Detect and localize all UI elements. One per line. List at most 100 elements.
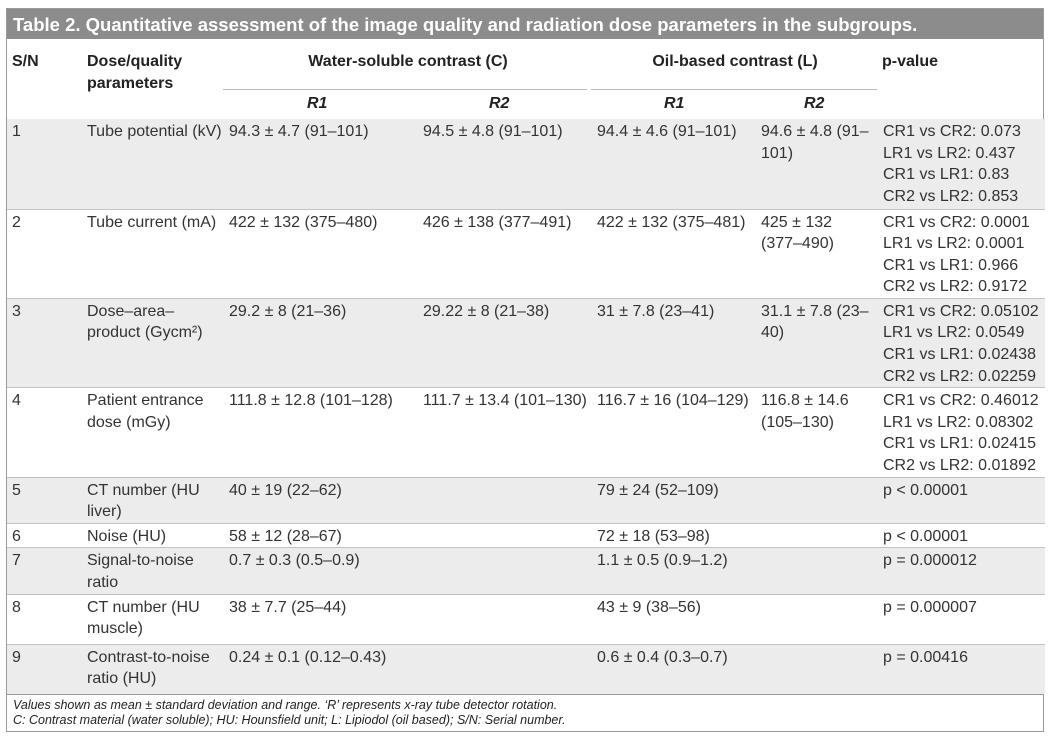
header-c-r1: R1	[307, 95, 328, 112]
pvalue-line: p = 0.000012	[883, 552, 977, 570]
header-rule-oil	[591, 89, 877, 90]
cell-l-r1: 43 ± 9 (38–56)	[591, 593, 755, 645]
cell-l-r1: 94.4 ± 4.6 (91–101)	[591, 119, 755, 209]
cell-l-r2: 31.1 ± 7.8 (23–40)	[755, 297, 877, 388]
header-water: Water-soluble contrast (C)	[308, 53, 508, 70]
pvalue-line: CR1 vs LR1: 0.83	[883, 166, 1010, 184]
cell-param: Tube current (mA)	[81, 208, 223, 299]
pvalue-line: CR2 vs LR2: 0.9172	[883, 278, 1028, 296]
cell-sn: 8	[7, 593, 81, 645]
cell-sn: 3	[7, 297, 81, 388]
cell-param: Patient entrance dose (mGy)	[81, 387, 223, 478]
pvalue-line: CR2 vs LR2: 0.853	[883, 187, 1019, 205]
cell-pvalue: CR1 vs CR2: 0.46012 LR1 vs LR2: 0.08302 CR…	[877, 387, 1045, 478]
cell-c-r2: 426 ± 138 (377–491)	[417, 208, 591, 299]
cell-l-r2: 94.6 ± 4.8 (91–101)	[755, 119, 877, 209]
pvalue-line: LR1 vs LR2: 0.0549	[883, 324, 1025, 342]
footnote-1: Values shown as mean ± standard deviatio…	[13, 698, 558, 712]
pvalue-line: CR1 vs LR1: 0.02415	[883, 435, 1036, 453]
cell-c-r2	[417, 593, 591, 645]
cell-l-r2	[755, 522, 877, 548]
cell-pvalue: p < 0.00001	[877, 476, 1045, 524]
cell-param: Tube potential (kV)	[81, 119, 223, 209]
pvalue-line: CR1 vs CR2: 0.46012	[883, 392, 1039, 410]
table-frame: Table 2. Quantitative assessment of the …	[6, 8, 1045, 732]
table-header: S/N Dose/quality parameters Water-solubl…	[7, 39, 1043, 119]
cell-l-r2	[755, 593, 877, 645]
cell-l-r1: 1.1 ± 0.5 (0.9–1.2)	[591, 547, 755, 595]
cell-pvalue: CR1 vs CR2: 0.0001 LR1 vs LR2: 0.0001 CR1 …	[877, 208, 1045, 299]
cell-c-r1: 0.7 ± 0.3 (0.5–0.9)	[223, 547, 417, 595]
cell-param: Dose–area–product (Gycm²)	[81, 297, 223, 388]
pvalue-line: CR1 vs LR1: 0.966	[883, 256, 1019, 274]
cell-c-r1: 94.3 ± 4.7 (91–101)	[223, 119, 417, 209]
cell-l-r2	[755, 476, 877, 524]
cell-l-r1: 72 ± 18 (53–98)	[591, 522, 755, 548]
cell-pvalue: p < 0.00001	[877, 522, 1045, 548]
cell-l-r2: 116.8 ± 14.6 (105–130)	[755, 387, 877, 478]
cell-param: Noise (HU)	[81, 522, 223, 548]
table-row: 5 CT number (HU liver) 40 ± 19 (22–62) 79 ±…	[7, 476, 1045, 524]
data-table: 1 Tube potential (kV) 94.3 ± 4.7 (91–101) 9…	[7, 119, 1045, 695]
cell-c-r2	[417, 547, 591, 595]
pvalue-line: LR1 vs LR2: 0.437	[883, 144, 1016, 162]
cell-sn: 4	[7, 387, 81, 478]
footnote-2: C: Contrast material (water soluble); HU…	[13, 713, 566, 727]
cell-pvalue: CR1 vs CR2: 0.073 LR1 vs LR2: 0.437 CR1 vs…	[877, 119, 1045, 209]
pvalue-line: p < 0.00001	[883, 527, 968, 545]
header-l-r2: R2	[804, 95, 825, 112]
table-row: 3 Dose–area–product (Gycm²) 29.2 ± 8 (21–3…	[7, 297, 1045, 388]
cell-c-r1: 111.8 ± 12.8 (101–128)	[223, 387, 417, 478]
cell-c-r1: 38 ± 7.7 (25–44)	[223, 593, 417, 645]
cell-pvalue: CR1 vs CR2: 0.05102 LR1 vs LR2: 0.0549 CR1…	[877, 297, 1045, 388]
cell-pvalue: p = 0.00416	[877, 643, 1045, 695]
table-footnotes: Values shown as mean ± standard deviatio…	[7, 694, 1043, 731]
cell-c-r2	[417, 643, 591, 695]
cell-l-r2: 425 ± 132 (377–490)	[755, 208, 877, 299]
cell-param: Signal-to-noise ratio	[81, 547, 223, 595]
cell-sn: 7	[7, 547, 81, 595]
pvalue-line: LR1 vs LR2: 0.0001	[883, 235, 1025, 253]
cell-l-r1: 116.7 ± 16 (104–129)	[591, 387, 755, 478]
table-row: 7 Signal-to-noise ratio 0.7 ± 0.3 (0.5–0.9…	[7, 547, 1045, 595]
cell-param: CT number (HU liver)	[81, 476, 223, 524]
cell-pvalue: p = 0.000007	[877, 593, 1045, 645]
cell-sn: 1	[7, 119, 81, 209]
cell-c-r2	[417, 476, 591, 524]
cell-c-r2: 111.7 ± 13.4 (101–130)	[417, 387, 591, 478]
cell-c-r1: 0.24 ± 0.1 (0.12–0.43)	[223, 643, 417, 695]
header-sn: S/N	[12, 53, 39, 70]
cell-l-r1: 31 ± 7.8 (23–41)	[591, 297, 755, 388]
cell-l-r1: 79 ± 24 (52–109)	[591, 476, 755, 524]
cell-l-r1: 422 ± 132 (375–481)	[591, 208, 755, 299]
pvalue-line: CR1 vs CR2: 0.05102	[883, 302, 1039, 320]
cell-c-r2: 29.22 ± 8 (21–38)	[417, 297, 591, 388]
pvalue-line: p = 0.000007	[883, 598, 977, 616]
table-row: 2 Tube current (mA) 422 ± 132 (375–480) 426…	[7, 208, 1045, 299]
cell-c-r2	[417, 522, 591, 548]
cell-l-r1: 0.6 ± 0.4 (0.3–0.7)	[591, 643, 755, 695]
cell-c-r1: 422 ± 132 (375–480)	[223, 208, 417, 299]
pvalue-line: CR1 vs LR1: 0.02438	[883, 346, 1036, 364]
pvalue-line: CR1 vs CR2: 0.0001	[883, 213, 1030, 231]
cell-sn: 9	[7, 643, 81, 695]
cell-pvalue: p = 0.000012	[877, 547, 1045, 595]
cell-param: CT number (HU muscle)	[81, 593, 223, 645]
cell-c-r1: 29.2 ± 8 (21–36)	[223, 297, 417, 388]
pvalue-line: LR1 vs LR2: 0.08302	[883, 413, 1034, 431]
table-row: 1 Tube potential (kV) 94.3 ± 4.7 (91–101) 9…	[7, 119, 1045, 209]
table-row: 4 Patient entrance dose (mGy) 111.8 ± 12.8…	[7, 387, 1045, 478]
cell-l-r2	[755, 547, 877, 595]
header-pvalue: p-value	[882, 53, 939, 70]
header-oil: Oil-based contrast (L)	[652, 53, 818, 70]
pvalue-line: CR2 vs LR2: 0.02259	[883, 367, 1036, 385]
header-rule-water	[223, 89, 587, 90]
pvalue-line: p < 0.00001	[883, 481, 968, 499]
cell-sn: 2	[7, 208, 81, 299]
cell-sn: 6	[7, 522, 81, 548]
table-row: 8 CT number (HU muscle) 38 ± 7.7 (25–44) 43…	[7, 593, 1045, 645]
table-row: 6 Noise (HU) 58 ± 12 (28–67) 72 ± 18 (53–98…	[7, 522, 1045, 548]
pvalue-line: CR1 vs CR2: 0.073	[883, 123, 1021, 140]
cell-sn: 5	[7, 476, 81, 524]
cell-param: Contrast-to-noise ratio (HU)	[81, 643, 223, 695]
